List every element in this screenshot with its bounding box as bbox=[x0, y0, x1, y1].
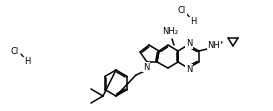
Text: NH₂: NH₂ bbox=[162, 29, 178, 38]
Text: N: N bbox=[186, 64, 192, 73]
Text: N: N bbox=[186, 40, 192, 49]
Text: NH₂: NH₂ bbox=[162, 27, 178, 36]
Text: NH: NH bbox=[208, 42, 220, 51]
Text: Cl: Cl bbox=[11, 47, 19, 56]
Text: N: N bbox=[143, 62, 149, 71]
Text: H: H bbox=[24, 57, 30, 66]
Text: H: H bbox=[190, 18, 196, 27]
Text: Cl: Cl bbox=[178, 7, 186, 16]
